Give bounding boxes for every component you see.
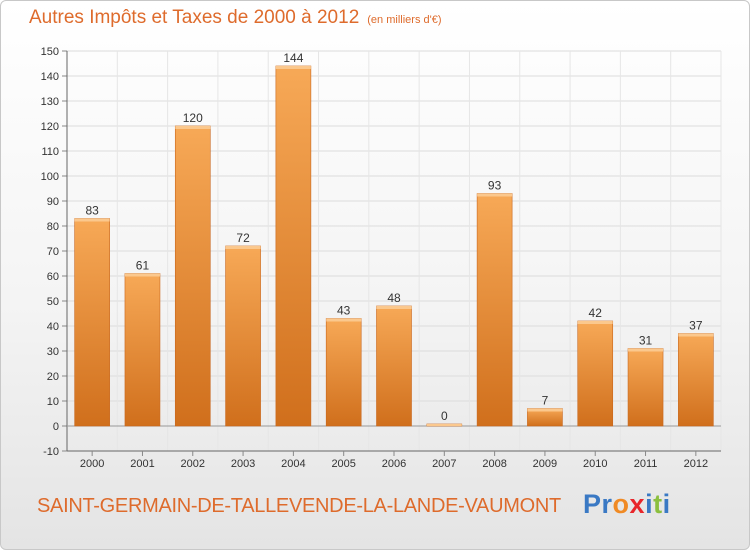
- value-label: 61: [136, 259, 150, 273]
- chart-title: Autres Impôts et Taxes de 2000 à 2012 (en…: [29, 7, 442, 29]
- x-tick-label: 2002: [181, 458, 205, 470]
- bar-highlight: [527, 408, 563, 412]
- bar-highlight: [678, 333, 714, 337]
- logo-letter: r: [601, 489, 613, 519]
- y-tick-label: 50: [47, 296, 59, 308]
- y-tick-label: 20: [47, 371, 59, 383]
- bar: [627, 348, 664, 427]
- data-labels: 83 61 120 72 144 43 48 0 93 7 42 31 37: [85, 51, 702, 423]
- bar: [678, 333, 714, 427]
- bar-highlight: [376, 306, 412, 309]
- y-tick-label: 10: [47, 396, 59, 408]
- y-tick-label: 110: [41, 146, 59, 158]
- y-tick-label: 70: [47, 246, 59, 258]
- proxiti-logo[interactable]: Proxiti: [583, 489, 671, 520]
- bar-highlight: [175, 126, 211, 129]
- y-tick-label: 120: [41, 121, 59, 133]
- bar-highlight: [124, 273, 160, 277]
- bar-highlight: [477, 193, 513, 197]
- y-tick-label: -10: [43, 446, 59, 458]
- bar-highlight: [628, 348, 664, 352]
- value-label: 144: [283, 51, 303, 65]
- bar: [577, 320, 614, 427]
- x-tick-label: 2007: [432, 458, 456, 470]
- logo-letter: t: [653, 489, 663, 519]
- y-tick-label: 90: [47, 196, 59, 208]
- x-tick-label: 2011: [634, 458, 658, 470]
- value-label: 7: [542, 394, 549, 408]
- y-tick-label: 0: [53, 421, 59, 433]
- bar: [325, 318, 362, 427]
- bar-highlight: [275, 66, 311, 69]
- bar-highlight: [326, 318, 362, 322]
- bar: [275, 65, 312, 427]
- x-tick-label: 2004: [281, 458, 305, 470]
- y-tick-label: 150: [41, 46, 59, 58]
- y-tick-label: 100: [41, 171, 59, 183]
- bar-highlight: [426, 424, 462, 426]
- x-tick-label: 2009: [533, 458, 557, 470]
- x-tick-label: 2003: [231, 458, 255, 470]
- value-label: 37: [689, 319, 703, 333]
- logo-letter: x: [629, 489, 646, 519]
- bar: [225, 245, 261, 427]
- value-label: 42: [589, 306, 603, 320]
- y-tick-label: 30: [47, 346, 59, 358]
- y-tick-label: 80: [47, 221, 59, 233]
- value-label: 48: [387, 291, 401, 305]
- x-tick-label: 2006: [382, 458, 406, 470]
- bar: [376, 305, 412, 427]
- value-label: 0: [441, 409, 448, 423]
- x-tick-label: 2008: [482, 458, 506, 470]
- bar: [174, 125, 211, 427]
- value-label: 31: [639, 334, 653, 348]
- y-tick-label: 130: [41, 96, 59, 108]
- axes: -100102030405060708090100110120130140150…: [41, 46, 721, 470]
- commune-name: SAINT-GERMAIN-DE-TALLEVENDE-LA-LANDE-VAU…: [37, 495, 561, 517]
- x-tick-label: 2005: [331, 458, 355, 470]
- x-tick-label: 2001: [130, 458, 154, 470]
- logo-letter: i: [662, 489, 671, 519]
- bars: [74, 65, 714, 427]
- value-label: 93: [488, 179, 502, 193]
- bar-highlight: [577, 321, 613, 324]
- y-tick-label: 140: [41, 71, 59, 83]
- y-tick-label: 60: [47, 271, 59, 283]
- x-tick-label: 2000: [80, 458, 104, 470]
- bar: [476, 193, 513, 427]
- chart-subtitle: (en milliers d'€): [367, 14, 442, 26]
- value-label: 43: [337, 304, 351, 318]
- chart-title-text: Autres Impôts et Taxes de 2000 à 2012: [29, 7, 360, 28]
- logo-letter: P: [583, 489, 602, 519]
- x-tick-label: 2012: [684, 458, 708, 470]
- bar-highlight: [74, 218, 110, 222]
- x-tick-label: 2010: [583, 458, 607, 470]
- value-label: 72: [236, 231, 250, 245]
- y-tick-label: 40: [47, 321, 59, 333]
- logo-letter: i: [645, 489, 654, 519]
- bar-highlight: [225, 246, 261, 249]
- bar: [124, 273, 161, 427]
- bar: [74, 218, 110, 427]
- logo-letter: o: [612, 489, 630, 519]
- value-label: 83: [85, 204, 99, 218]
- value-label: 120: [183, 111, 203, 125]
